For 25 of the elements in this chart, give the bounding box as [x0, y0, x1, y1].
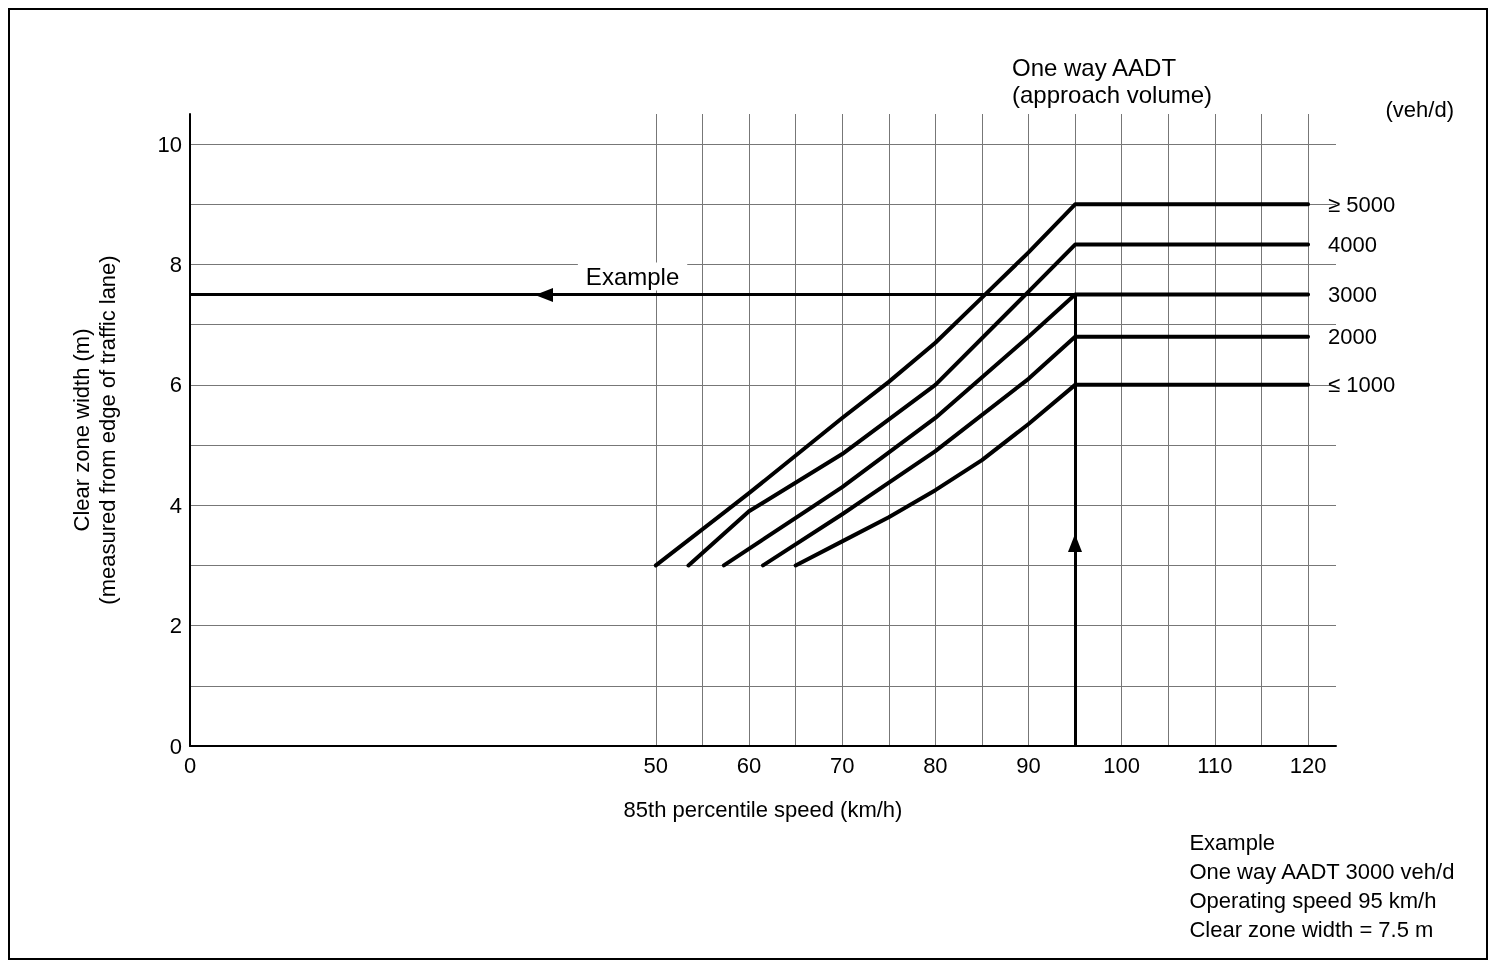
series-label: ≥ 5000 [1328, 191, 1396, 217]
x-tick-label: 100 [1103, 752, 1141, 778]
text: (veh/d) [1385, 96, 1455, 122]
y-tick-label: 10 [157, 131, 182, 157]
x-axis-title: 85th percentile speed (km/h) [623, 796, 903, 822]
x-tick-label: 120 [1289, 752, 1327, 778]
ref-line-label: Example [585, 263, 680, 291]
x-tick-label: 80 [923, 752, 948, 778]
y-tick-label: 6 [169, 372, 182, 398]
y-tick-label: 4 [169, 492, 182, 518]
text: Example One way AADT 3000 veh/d Operating speed 95 km/h Clear zone width = 7.5 m [1189, 830, 1455, 942]
x-tick-label: 50 [643, 752, 669, 778]
x-tick-label: 70 [829, 752, 855, 778]
y-tick-label: 8 [169, 251, 182, 277]
x-tick-label: 90 [1016, 752, 1041, 778]
legend-title: One way AADT (approach volume) [1012, 54, 1213, 108]
x-tick-label: 110 [1197, 752, 1233, 778]
series-label: 3000 [1328, 282, 1377, 308]
y-tick-label: 0 [169, 733, 182, 759]
y-axis-title: Clear zone width (m) (measured from edge of traffic lane) [68, 255, 120, 605]
series-label: 4000 [1328, 232, 1377, 258]
y-tick-label: 2 [169, 613, 182, 639]
x-tick-label: 60 [736, 752, 762, 778]
series-label: ≤ 1000 [1328, 372, 1396, 398]
series-label: 2000 [1328, 324, 1377, 350]
